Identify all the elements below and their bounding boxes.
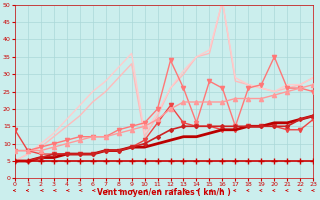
- X-axis label: Vent moyen/en rafales ( km/h ): Vent moyen/en rafales ( km/h ): [97, 188, 231, 197]
